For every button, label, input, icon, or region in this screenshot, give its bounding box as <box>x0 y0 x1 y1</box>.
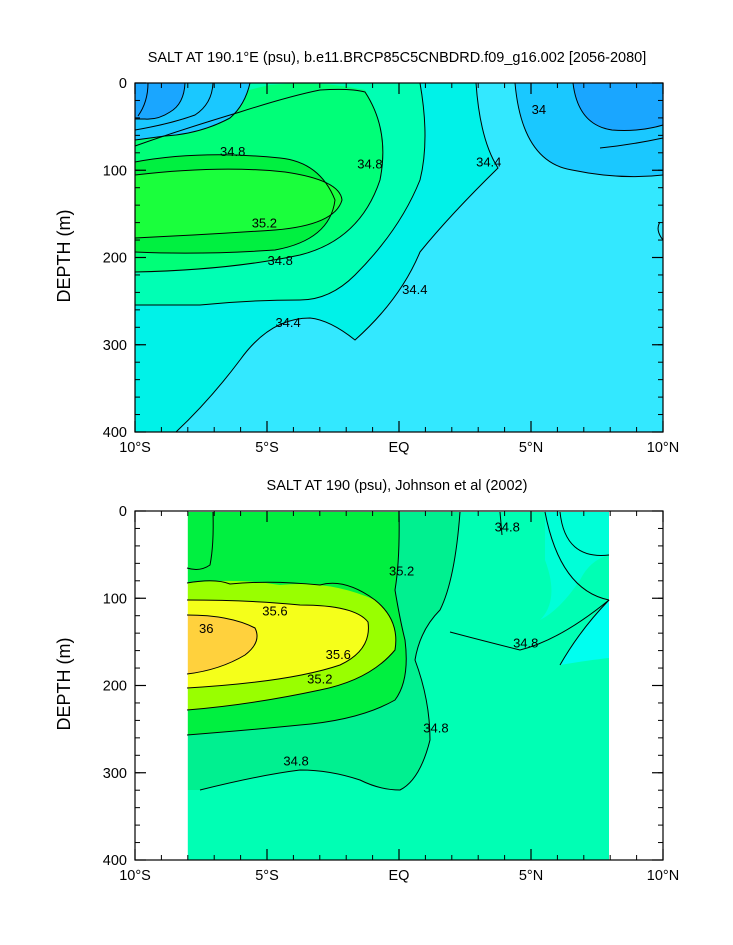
contour-label: 35.2 <box>252 216 277 231</box>
y-axis-label: DEPTH (m) <box>54 638 74 731</box>
y-tick-label: 200 <box>103 251 127 267</box>
contour-label: 34.4 <box>476 155 501 170</box>
region-34.6 <box>560 600 609 665</box>
contour-line <box>559 599 610 666</box>
contour-label: 34.8 <box>423 720 448 735</box>
contour-label: 34.4 <box>402 282 427 297</box>
x-tick-label: 10°S <box>119 440 151 456</box>
contour-line <box>599 137 664 149</box>
y-tick-label: 200 <box>103 679 127 695</box>
x-tick-label: 5°S <box>255 868 279 884</box>
contour-label: 34.8 <box>495 520 520 535</box>
contour-line <box>572 82 664 131</box>
contour-label: 35.6 <box>326 647 351 662</box>
contour-lines <box>186 511 610 791</box>
y-tick-label: 0 <box>119 76 127 92</box>
contour-label: 35.2 <box>389 563 414 578</box>
contour-line <box>134 82 214 131</box>
region-36 <box>187 615 258 674</box>
contour-label: 34.8 <box>513 636 538 651</box>
x-tick-label: 5°N <box>519 868 543 884</box>
y-tick-label: 100 <box>103 163 127 179</box>
y-axis-label: DEPTH (m) <box>54 210 74 303</box>
region-34.6 <box>540 512 609 620</box>
contour-label: 34.8 <box>283 754 308 769</box>
contour-line <box>199 511 461 791</box>
chart-title: SALT AT 190.1°E (psu), b.e11.BRCP85C5CNB… <box>148 50 647 66</box>
chart-bottom: SALT AT 190 (psu), Johnson et al (2002) … <box>54 478 679 884</box>
x-tick-label: EQ <box>389 440 410 456</box>
contour-line <box>186 511 214 570</box>
x-tick-label: 5°S <box>255 440 279 456</box>
contour-label: 34.8 <box>357 156 382 171</box>
contour-label: 35.2 <box>307 672 332 687</box>
contour-label: 35.6 <box>262 603 287 618</box>
x-tick-label: 10°N <box>647 440 679 456</box>
x-tick-label: 10°S <box>119 868 151 884</box>
chart-top: SALT AT 190.1°E (psu), b.e11.BRCP85C5CNB… <box>54 50 679 456</box>
contour-label: 34 <box>532 102 546 117</box>
contour-fill <box>135 83 663 432</box>
y-tick-label: 400 <box>103 853 127 869</box>
contour-line <box>175 82 499 433</box>
contour-line <box>137 82 149 117</box>
contour-line <box>559 511 610 556</box>
region-35.2 <box>135 169 342 238</box>
y-tick-label: 100 <box>103 591 127 607</box>
contour-line <box>499 511 503 536</box>
contour-line <box>134 154 336 254</box>
contour-line <box>514 82 664 178</box>
contour-line <box>449 599 610 651</box>
contour-line <box>186 580 397 711</box>
contour-label: 34.8 <box>268 253 293 268</box>
contour-line <box>134 168 343 239</box>
contour-fill <box>135 511 663 860</box>
contour-labels: 34.8 35.2 35.6 36 35.6 35.2 34.8 34.8 34.8 <box>199 520 538 769</box>
contour-line <box>134 82 251 141</box>
contour-label: 36 <box>199 621 213 636</box>
contour-line <box>186 614 258 675</box>
y-tick-label: 300 <box>103 766 127 782</box>
contour-lines <box>134 82 664 433</box>
contour-label: 34.4 <box>275 315 300 330</box>
contour-labels: 34 34.8 34.8 34.4 35.2 34.8 34.4 34.4 <box>220 102 546 330</box>
x-tick-label: EQ <box>389 868 410 884</box>
y-tick-label: 300 <box>103 338 127 354</box>
x-tick-label: 10°N <box>647 868 679 884</box>
contour-line <box>135 82 186 120</box>
contour-line <box>657 221 664 241</box>
y-tick-label: 0 <box>119 504 127 520</box>
contour-line <box>186 511 407 736</box>
contour-label: 34.8 <box>220 144 245 159</box>
region-33.8 <box>573 83 663 131</box>
contour-line <box>544 511 610 601</box>
axes: 10°S 5°S EQ 5°N 10°N 0 100 200 300 400 <box>103 76 679 456</box>
contour-line <box>186 599 369 689</box>
contour-line <box>135 82 426 306</box>
axes: 10°S 5°S EQ 5°N 10°N 0 100 200 300 400 <box>103 504 679 884</box>
contour-line <box>134 88 384 273</box>
chart-title: SALT AT 190 (psu), Johnson et al (2002) <box>267 478 528 494</box>
x-tick-label: 5°N <box>519 440 543 456</box>
y-tick-label: 400 <box>103 425 127 441</box>
